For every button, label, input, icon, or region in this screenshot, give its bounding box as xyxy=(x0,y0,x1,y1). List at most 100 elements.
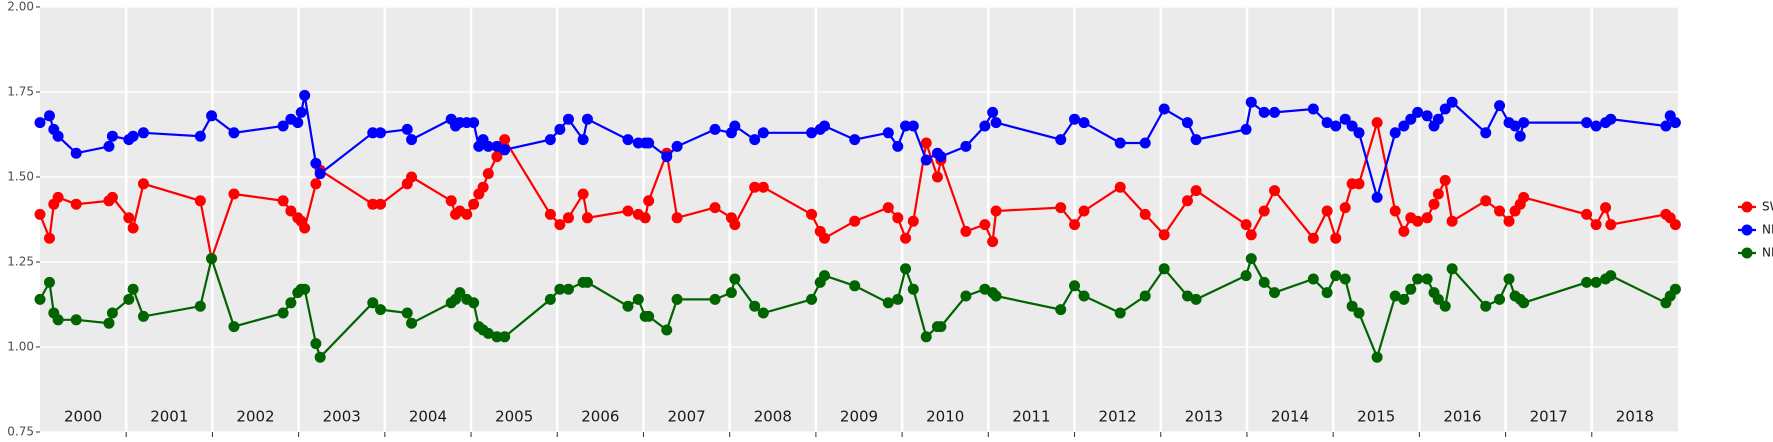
data-point xyxy=(1055,134,1067,146)
data-point xyxy=(1432,113,1444,125)
data-point xyxy=(70,147,82,159)
data-point xyxy=(445,195,457,207)
data-point xyxy=(671,140,683,152)
data-point xyxy=(900,232,912,244)
data-point xyxy=(1181,117,1193,129)
data-point xyxy=(1398,225,1410,237)
data-point xyxy=(1158,229,1170,241)
data-point xyxy=(709,293,721,305)
data-point xyxy=(206,110,218,122)
data-point xyxy=(137,127,149,139)
data-point xyxy=(643,310,655,322)
data-point xyxy=(277,195,289,207)
data-point xyxy=(375,198,387,210)
data-point xyxy=(43,276,55,288)
data-point xyxy=(1069,280,1081,292)
data-point xyxy=(1605,113,1617,125)
data-point xyxy=(1590,219,1602,231)
data-point xyxy=(1055,202,1067,214)
data-point xyxy=(849,280,861,292)
data-point xyxy=(806,127,818,139)
year-label: 2010 xyxy=(926,408,964,426)
data-point xyxy=(979,219,991,231)
data-point xyxy=(295,106,307,118)
year-label: 2000 xyxy=(64,408,102,426)
year-label: 2006 xyxy=(581,408,619,426)
data-point xyxy=(1428,198,1440,210)
data-point xyxy=(671,212,683,224)
data-point xyxy=(1346,300,1358,312)
data-point xyxy=(1339,113,1351,125)
data-point xyxy=(1605,270,1617,282)
data-point xyxy=(920,137,932,149)
data-point xyxy=(990,117,1002,129)
data-point xyxy=(1421,212,1433,224)
data-point xyxy=(1494,100,1506,112)
legend-label: NDWI xyxy=(1762,246,1773,260)
data-point xyxy=(1660,120,1672,132)
data-point xyxy=(228,127,240,139)
data-point xyxy=(375,304,387,316)
data-point xyxy=(581,113,593,125)
data-point xyxy=(299,89,311,101)
data-point xyxy=(1371,351,1383,363)
data-point xyxy=(1321,287,1333,299)
data-point xyxy=(499,331,511,343)
data-point xyxy=(709,202,721,214)
data-point xyxy=(1421,110,1433,122)
data-point xyxy=(562,212,574,224)
data-point xyxy=(127,283,139,295)
data-point xyxy=(562,113,574,125)
data-point xyxy=(1518,117,1530,129)
data-point xyxy=(482,327,494,339)
data-point xyxy=(632,293,644,305)
data-point xyxy=(1405,113,1417,125)
data-point xyxy=(1389,290,1401,302)
data-point xyxy=(1590,120,1602,132)
data-point xyxy=(314,168,326,180)
data-point xyxy=(1581,276,1593,288)
year-label: 2003 xyxy=(323,408,361,426)
data-point xyxy=(987,106,999,118)
data-point xyxy=(277,307,289,319)
data-point xyxy=(1439,103,1451,115)
data-point xyxy=(482,140,494,152)
data-point xyxy=(892,293,904,305)
data-point xyxy=(960,225,972,237)
data-point xyxy=(1330,120,1342,132)
data-point xyxy=(1412,273,1424,285)
y-tick-label: 1.00 xyxy=(7,340,34,354)
data-point xyxy=(1412,106,1424,118)
data-point xyxy=(931,171,943,183)
data-point xyxy=(1078,117,1090,129)
data-point xyxy=(882,127,894,139)
data-point xyxy=(1494,293,1506,305)
data-point xyxy=(1269,185,1281,197)
data-point xyxy=(1371,117,1383,129)
data-point xyxy=(1581,208,1593,220)
data-point xyxy=(749,300,761,312)
data-point xyxy=(228,321,240,333)
data-point xyxy=(468,198,480,210)
data-point xyxy=(477,181,489,193)
data-point xyxy=(1158,263,1170,275)
data-point xyxy=(1321,117,1333,129)
data-point xyxy=(1669,283,1681,295)
data-point xyxy=(43,110,55,122)
data-point xyxy=(661,324,673,336)
grid: 0.75 1.00 1.25 1.50 1.75 2.00 2000 2001 2002 2003… xyxy=(7,0,1678,439)
data-point xyxy=(70,198,82,210)
data-point xyxy=(849,215,861,227)
data-point xyxy=(137,310,149,322)
data-point xyxy=(749,134,761,146)
data-point xyxy=(127,222,139,234)
year-label: 2018 xyxy=(1616,408,1654,426)
data-point xyxy=(103,140,115,152)
data-point xyxy=(757,127,769,139)
y-tick-label: 1.50 xyxy=(7,170,34,184)
data-point xyxy=(123,293,135,305)
data-point xyxy=(1258,276,1270,288)
data-point xyxy=(1480,195,1492,207)
data-point xyxy=(882,202,894,214)
data-point xyxy=(729,219,741,231)
